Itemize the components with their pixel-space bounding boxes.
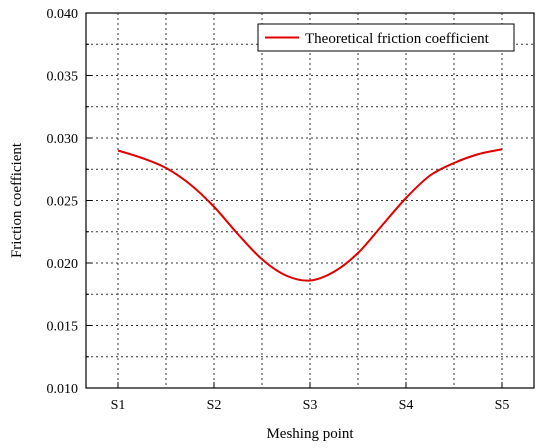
y-tick-label: 0.025 bbox=[47, 195, 79, 210]
x-tick-label: S5 bbox=[495, 398, 510, 413]
legend: Theoretical friction coefficient bbox=[257, 23, 515, 52]
y-tick-label: 0.030 bbox=[47, 132, 79, 147]
tick-labels: 0.010 0.015 0.020 0.025 0.030 0.035 0.040 S1 S2 S… bbox=[47, 7, 510, 413]
x-axis-title: Meshing point bbox=[266, 426, 354, 442]
y-tick-label: 0.040 bbox=[47, 7, 79, 22]
series-lines bbox=[117, 148, 503, 282]
y-tick-label: 0.035 bbox=[47, 70, 79, 85]
x-tick-label: S1 bbox=[111, 398, 126, 413]
x-tick-label: S3 bbox=[303, 398, 318, 413]
y-tick-label: 0.015 bbox=[47, 320, 79, 335]
y-axis-title: Friction coefficient bbox=[9, 142, 25, 258]
axis-ticks bbox=[86, 12, 503, 389]
grid-lines bbox=[86, 13, 534, 388]
legend-box bbox=[257, 23, 515, 52]
y-tick-label: 0.020 bbox=[47, 257, 79, 272]
y-tick-label: 0.010 bbox=[47, 382, 79, 397]
series-line bbox=[117, 148, 503, 282]
x-tick-label: S4 bbox=[399, 398, 414, 413]
x-tick-label: S2 bbox=[207, 398, 222, 413]
legend-label: Theoretical friction coefficient bbox=[305, 31, 490, 47]
